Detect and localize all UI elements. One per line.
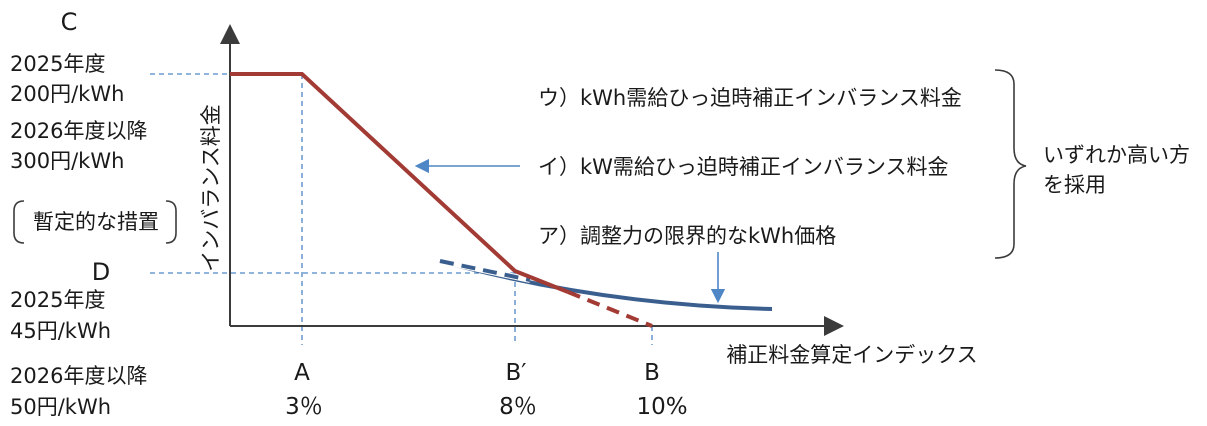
d-price-2025-year: 2025年度 [10, 288, 105, 312]
c-letter: C [61, 8, 78, 36]
tick-bprime-letter: B′ [505, 360, 526, 386]
tick-bprime-value: 8％ [499, 394, 537, 420]
tick-b-letter: B [644, 360, 660, 386]
bracket-left [13, 200, 25, 244]
brace-note-line2: を採用 [1043, 173, 1106, 197]
brace-note-line1: いずれか高い方 [1043, 143, 1190, 167]
c-price-2025-year: 2025年度 [10, 52, 105, 76]
right-curly-brace [994, 69, 1027, 259]
c-price-2026-value: 300円/kWh [10, 149, 124, 173]
d-price-2025-value: 45円/kWh [10, 319, 111, 343]
d-price-2026-value: 50円/kWh [10, 395, 111, 419]
c-price-2026-year: 2026年度以降 [10, 119, 147, 143]
d-letter: D [92, 258, 110, 286]
provisional-measure-note: 暫定的な措置 [33, 210, 159, 234]
tick-a-letter: A [294, 360, 310, 386]
d-price-2026-year: 2026年度以降 [10, 364, 147, 388]
curve-i-kw-tightness [230, 72, 569, 294]
label-a-marginal-price: ア）調整力の限界的なkWh価格 [538, 224, 836, 248]
c-price-2025-value: 200円/kWh [10, 82, 124, 106]
curve-a-dashed [439, 259, 531, 282]
curve-i-dashed-extension [567, 290, 653, 328]
tick-a-value: 3％ [285, 394, 323, 420]
label-i-kw-tightness: イ）kW需給ひっ迫時補正インバランス料金 [538, 155, 949, 179]
bracket-right [165, 200, 177, 244]
guide-lines [150, 73, 653, 345]
x-axis-title: 補正料金算定インデックス [726, 343, 977, 367]
tick-b-value: 10% [636, 394, 687, 420]
y-axis-title: インバランス料金 [199, 104, 223, 272]
label-u-kwh-tightness: ウ）kWh需給ひっ迫時補正インバランス料金 [538, 86, 962, 110]
curve-a-marginal-kwh-price [439, 259, 773, 311]
